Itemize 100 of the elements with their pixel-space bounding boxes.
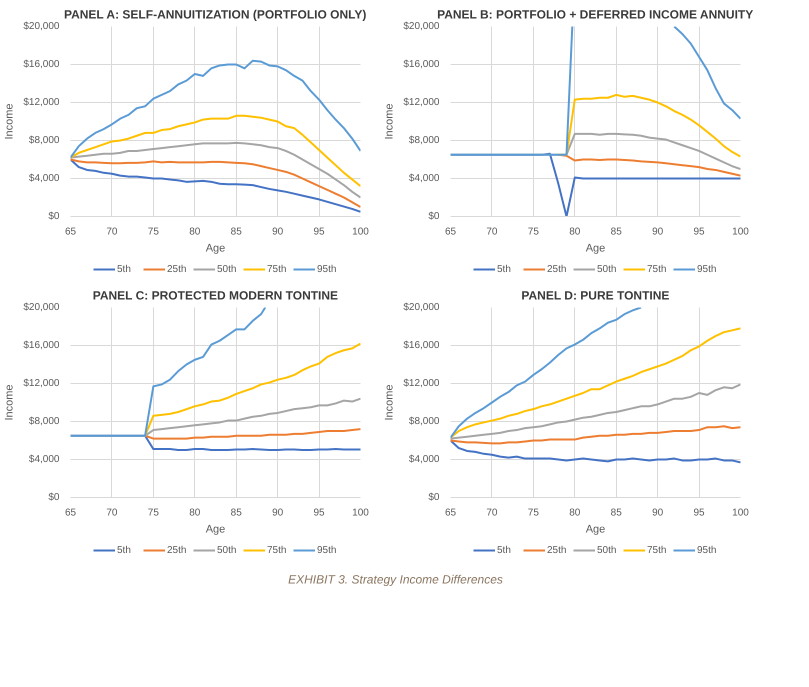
legend-label: 75th bbox=[647, 263, 667, 275]
x-tick-label: 100 bbox=[352, 508, 370, 518]
x-tick-label: 65 bbox=[444, 508, 456, 518]
chart-title: PANEL B: PORTFOLIO + DEFERRED INCOME ANNUITY bbox=[437, 8, 754, 22]
x-tick-label: 90 bbox=[272, 508, 284, 518]
y-tick-label: $16,000 bbox=[23, 59, 60, 70]
x-tick-label: 70 bbox=[486, 508, 498, 518]
legend-label: 50th bbox=[217, 544, 237, 556]
line-series bbox=[70, 308, 266, 437]
line-series bbox=[450, 308, 642, 439]
y-tick-label: $0 bbox=[48, 492, 60, 503]
x-tick-label: 75 bbox=[148, 508, 160, 518]
y-tick-label: $12,000 bbox=[403, 97, 440, 108]
y-tick-label: $16,000 bbox=[23, 340, 60, 351]
x-tick-label: 80 bbox=[569, 508, 581, 518]
y-tick-label: $0 bbox=[48, 211, 60, 222]
x-tick-label: 80 bbox=[189, 508, 201, 518]
y-tick-label: $4,000 bbox=[28, 454, 60, 465]
x-tick-label: 95 bbox=[694, 508, 706, 518]
y-tick-label: $16,000 bbox=[403, 59, 440, 70]
y-tick-label: $12,000 bbox=[403, 378, 440, 389]
x-tick-label: 90 bbox=[652, 226, 664, 238]
y-tick-label: $20,000 bbox=[23, 302, 60, 313]
legend-label: 25th bbox=[547, 544, 567, 556]
y-tick-label: $4,000 bbox=[28, 173, 60, 184]
x-tick-label: 95 bbox=[314, 226, 326, 238]
legend-label: 75th bbox=[267, 263, 287, 275]
y-tick-label: $8,000 bbox=[408, 135, 440, 146]
y-tick-label: $12,000 bbox=[23, 378, 60, 389]
legend-label: 75th bbox=[647, 544, 667, 556]
x-tick-label: 85 bbox=[230, 226, 242, 238]
y-axis-title: Income bbox=[3, 103, 16, 140]
legend-label: 5th bbox=[497, 263, 512, 275]
x-axis-title: Age bbox=[206, 524, 226, 536]
x-tick-label: 65 bbox=[444, 226, 456, 238]
legend-label: 75th bbox=[267, 544, 287, 556]
chart-title: PANEL D: PURE TONTINE bbox=[521, 288, 670, 302]
legend-label: 95th bbox=[697, 263, 717, 275]
y-tick-label: $0 bbox=[428, 492, 440, 503]
line-series bbox=[450, 440, 740, 464]
line-series bbox=[70, 142, 360, 198]
x-tick-label: 70 bbox=[106, 226, 118, 238]
line-series bbox=[144, 428, 360, 440]
legend-label: 50th bbox=[597, 544, 617, 556]
legend-label: 50th bbox=[597, 263, 617, 275]
y-tick-label: $16,000 bbox=[403, 340, 440, 351]
y-tick-label: $20,000 bbox=[23, 21, 60, 32]
x-tick-label: 70 bbox=[106, 508, 118, 518]
chart-title: PANEL C: PROTECTED MODERN TONTINE bbox=[92, 288, 338, 302]
x-tick-label: 70 bbox=[486, 226, 498, 238]
x-axis-title: Age bbox=[586, 242, 606, 254]
y-tick-label: $4,000 bbox=[408, 173, 440, 184]
x-tick-label: 80 bbox=[569, 226, 581, 238]
x-tick-label: 85 bbox=[610, 508, 622, 518]
y-axis-title: Income bbox=[383, 103, 396, 140]
x-tick-label: 100 bbox=[732, 226, 750, 238]
x-tick-label: 95 bbox=[314, 508, 326, 518]
x-tick-label: 100 bbox=[352, 226, 370, 238]
y-tick-label: $8,000 bbox=[28, 416, 60, 427]
legend-label: 5th bbox=[117, 263, 132, 275]
legend-label: 95th bbox=[697, 544, 717, 556]
legend-label: 25th bbox=[167, 263, 187, 275]
x-tick-label: 75 bbox=[528, 508, 540, 518]
text: EXHIBIT 3. Strategy Income Differences bbox=[288, 572, 503, 586]
x-tick-label: 90 bbox=[272, 226, 284, 238]
x-tick-label: 65 bbox=[64, 508, 76, 518]
line-series bbox=[70, 60, 360, 159]
chart-title: PANEL A: SELF-ANNUITIZATION (PORTFOLIO ONLY) bbox=[64, 8, 366, 22]
line-series bbox=[70, 114, 360, 188]
legend-label: 25th bbox=[167, 544, 187, 556]
x-tick-label: 95 bbox=[694, 226, 706, 238]
x-tick-label: 85 bbox=[230, 508, 242, 518]
x-tick-label: 80 bbox=[189, 226, 201, 238]
y-tick-label: $20,000 bbox=[403, 21, 440, 32]
y-tick-label: $8,000 bbox=[28, 135, 60, 146]
line-series bbox=[450, 327, 740, 439]
line-series bbox=[144, 342, 360, 437]
x-tick-label: 65 bbox=[64, 226, 76, 238]
legend-label: 25th bbox=[547, 263, 567, 275]
y-axis-title: Income bbox=[3, 384, 16, 421]
y-tick-label: $0 bbox=[428, 211, 440, 222]
x-tick-label: 75 bbox=[148, 226, 160, 238]
x-tick-label: 85 bbox=[610, 226, 622, 238]
y-tick-label: $8,000 bbox=[408, 416, 440, 427]
legend-label: 5th bbox=[117, 544, 132, 556]
line-series bbox=[450, 425, 740, 444]
y-tick-label: $12,000 bbox=[23, 97, 60, 108]
x-tick-label: 100 bbox=[732, 508, 750, 518]
line-series bbox=[450, 383, 740, 440]
x-axis-title: Age bbox=[586, 524, 606, 536]
x-axis-title: Age bbox=[206, 242, 226, 254]
legend-label: 95th bbox=[317, 263, 337, 275]
y-axis-title: Income bbox=[383, 384, 396, 421]
legend-label: 95th bbox=[317, 544, 337, 556]
x-tick-label: 75 bbox=[528, 226, 540, 238]
legend-label: 50th bbox=[217, 263, 237, 275]
y-tick-label: $4,000 bbox=[408, 454, 440, 465]
y-tick-label: $20,000 bbox=[403, 302, 440, 313]
x-tick-label: 90 bbox=[652, 508, 664, 518]
legend-label: 5th bbox=[497, 544, 512, 556]
